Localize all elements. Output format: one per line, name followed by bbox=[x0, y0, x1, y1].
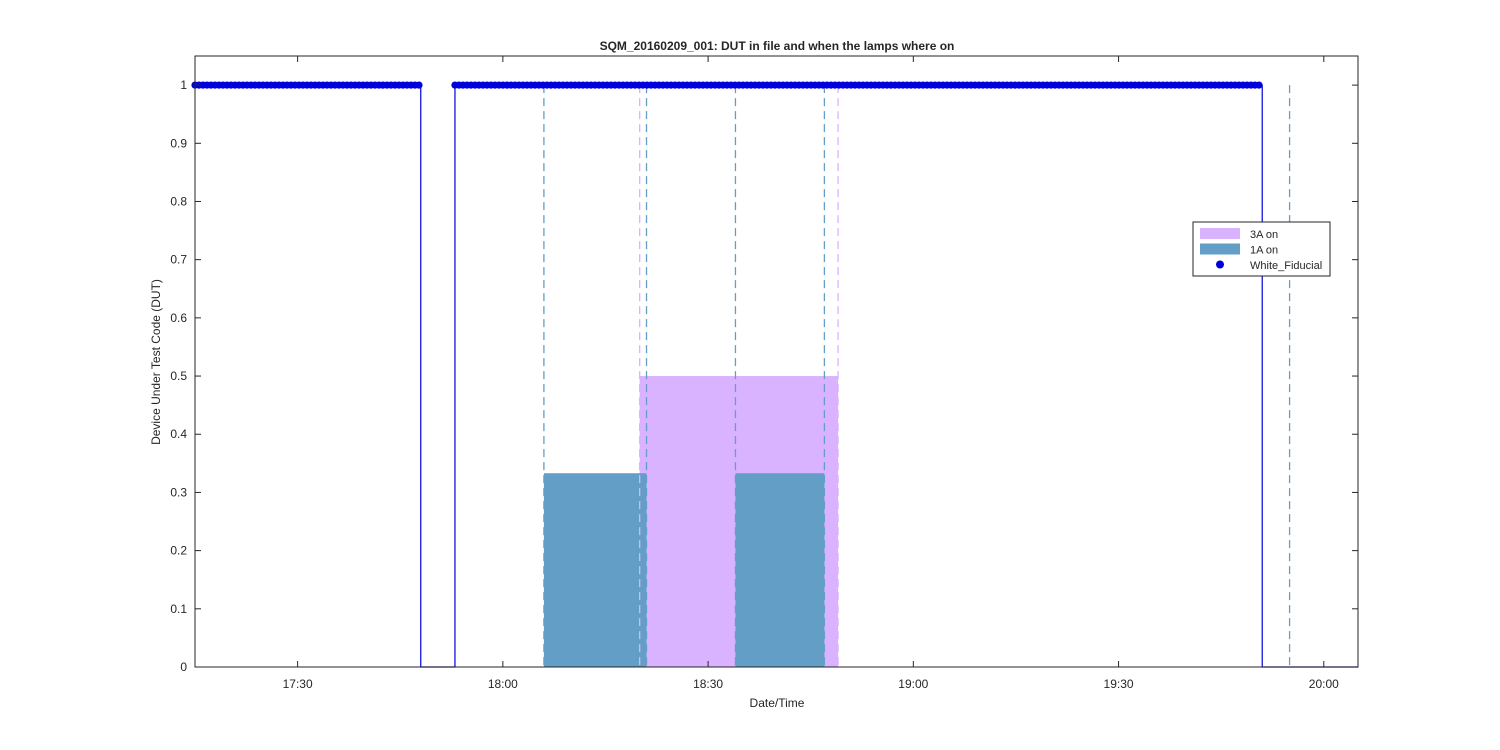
data-point-fiducial bbox=[415, 81, 423, 89]
x-axis-label: Date/Time bbox=[750, 696, 805, 710]
y-tick-label: 0.7 bbox=[170, 253, 187, 267]
legend-label-2: White_Fiducial bbox=[1250, 260, 1322, 272]
legend-label-0: 3A on bbox=[1250, 229, 1278, 241]
x-tick-label: 18:00 bbox=[488, 677, 518, 691]
legend-swatch-1 bbox=[1200, 243, 1240, 255]
x-tick-label: 17:30 bbox=[283, 677, 313, 691]
legend: 3A on 1A on White_Fiducial bbox=[1192, 221, 1331, 277]
legend-label-1: 1A on bbox=[1250, 245, 1278, 257]
y-tick-label: 0.8 bbox=[170, 194, 187, 208]
x-tick-label: 18:30 bbox=[693, 677, 723, 691]
legend-swatch-0 bbox=[1200, 228, 1240, 239]
chart-title: SQM_20160209_001: DUT in file and when t… bbox=[600, 39, 955, 53]
y-tick-label: 1 bbox=[180, 78, 187, 92]
x-tick-label: 20:00 bbox=[1309, 677, 1339, 691]
y-tick-label: 0 bbox=[180, 660, 187, 674]
y-axis-label: Device Under Test Code (DUT) bbox=[149, 279, 163, 445]
y-tick-label: 0.3 bbox=[170, 485, 187, 499]
legend-marker-2 bbox=[1216, 260, 1224, 269]
lamp-area-1a-on-2 bbox=[735, 473, 825, 667]
y-tick-label: 0.2 bbox=[170, 544, 187, 558]
data-point-fiducial bbox=[1255, 81, 1263, 89]
lamp-area-1a-on-1 bbox=[543, 473, 647, 667]
y-tick-label: 0.9 bbox=[170, 136, 187, 150]
x-tick-label: 19:00 bbox=[898, 677, 928, 691]
x-tick-label: 19:30 bbox=[1104, 677, 1134, 691]
y-tick-label: 0.5 bbox=[170, 369, 187, 383]
y-tick-label: 0.6 bbox=[170, 311, 187, 325]
y-tick-label: 0.1 bbox=[170, 602, 187, 616]
series-line-white_fiducial bbox=[195, 84, 1358, 668]
y-tick-label: 0.4 bbox=[170, 427, 187, 441]
axes-box bbox=[194, 55, 1359, 668]
